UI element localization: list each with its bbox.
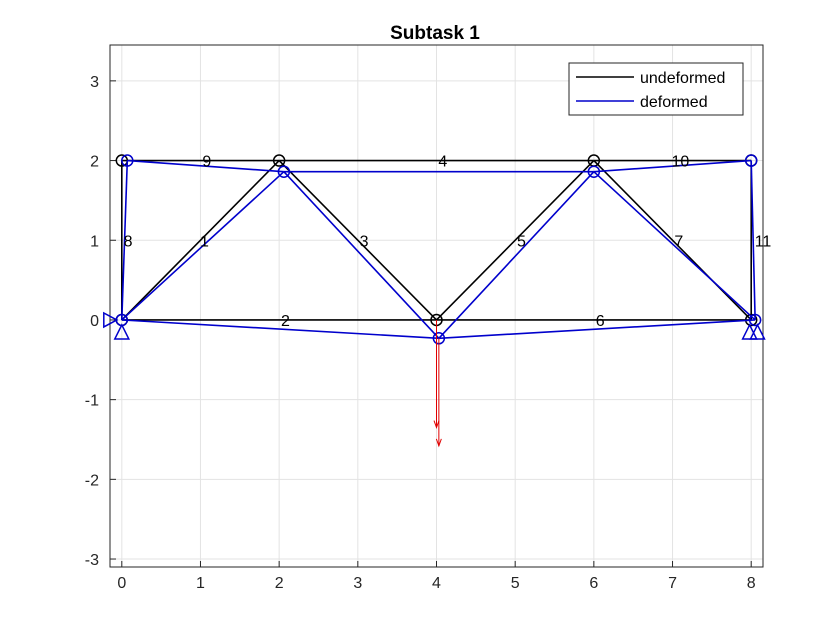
element-label: 9 [202, 154, 211, 171]
undeformed-member-7 [593, 159, 752, 321]
x-axis-ticks: 0 1 2 3 4 5 6 7 8 [117, 561, 756, 592]
load-arrow-head [435, 438, 442, 448]
load-arrows [433, 319, 442, 448]
deformed-member-9 [127, 159, 284, 173]
grid-lines [110, 45, 763, 567]
element-label: 4 [438, 154, 447, 171]
chart-title: Subtask 1 [390, 23, 480, 44]
x-tick-label: 1 [196, 575, 205, 592]
y-tick-label: 3 [90, 74, 99, 91]
x-tick-label: 7 [668, 575, 677, 592]
element-label: 10 [671, 154, 689, 171]
deformed-member-10 [593, 159, 752, 173]
y-tick-label: -3 [85, 552, 99, 569]
deformed-member-7 [593, 171, 756, 321]
deformed-member-2 [121, 319, 439, 340]
element-label: 6 [596, 313, 605, 330]
pin-support-triangle [741, 323, 758, 340]
deformed-node [121, 154, 134, 167]
y-axis-ticks: -3 -2 -1 0 1 2 3 [85, 74, 116, 569]
pin-support-triangle [749, 323, 766, 340]
deformed-node [277, 165, 291, 178]
element-labels: 1 2 3 4 5 6 7 8 9 10 11 [124, 154, 772, 330]
deformed-node [748, 313, 762, 327]
legend: undeformed deformed [568, 62, 744, 116]
element-label: 11 [755, 233, 772, 250]
load-arrow-head [433, 420, 440, 430]
deformed-series [115, 154, 762, 345]
y-tick-label: 1 [90, 233, 99, 250]
roller-support-triangle [103, 311, 119, 329]
element-label: 1 [200, 233, 209, 250]
undeformed-member-5 [435, 159, 595, 321]
legend-box [568, 62, 744, 116]
undeformed-member-3 [278, 159, 438, 321]
deformed-member-1 [121, 171, 285, 321]
element-label: 5 [517, 233, 526, 250]
deformed-member-5 [438, 171, 595, 339]
y-tick-label: 2 [90, 154, 99, 171]
y-tick-label: -1 [85, 393, 99, 410]
undeformed-member-1 [121, 159, 280, 321]
element-label: 2 [281, 313, 290, 330]
deformed-member-6 [438, 319, 756, 340]
element-label: 3 [360, 233, 369, 250]
x-tick-label: 0 [117, 575, 126, 592]
legend-label-undeformed: undeformed [640, 70, 725, 87]
deformed-member-3 [283, 171, 440, 339]
element-label: 7 [674, 233, 683, 250]
x-tick-label: 2 [275, 575, 284, 592]
legend-label-deformed: deformed [640, 94, 708, 111]
support-markers [103, 311, 766, 340]
y-tick-label: 0 [90, 313, 99, 330]
deformed-member-8 [121, 160, 129, 320]
pin-support-triangle [113, 323, 131, 340]
deformed-node [744, 154, 758, 167]
deformed-member-11 [750, 160, 756, 320]
x-tick-label: 5 [511, 575, 520, 592]
undeformed-node [272, 154, 286, 167]
x-tick-label: 4 [432, 575, 441, 592]
x-tick-label: 6 [589, 575, 598, 592]
y-tick-label: -2 [85, 472, 99, 489]
deformed-node [587, 165, 601, 178]
x-tick-label: 3 [353, 575, 362, 592]
element-label: 8 [124, 233, 133, 250]
undeformed-series [115, 154, 758, 327]
x-tick-label: 8 [747, 575, 756, 592]
